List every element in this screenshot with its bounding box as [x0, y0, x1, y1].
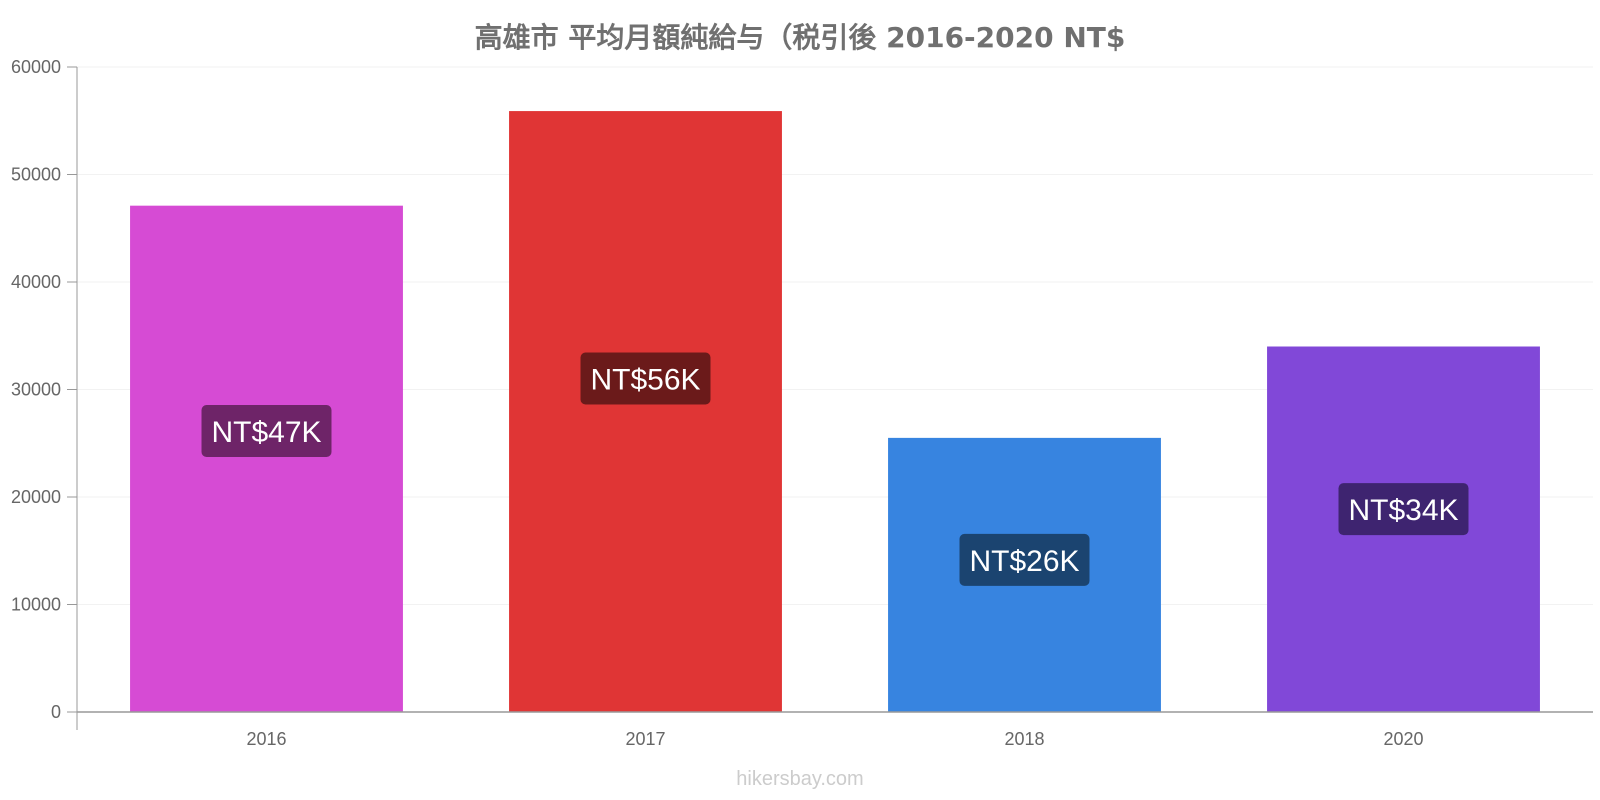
chart-title: 高雄市 平均月額純給与（税引後 2016-2020 NT$ [474, 21, 1126, 54]
x-tick-label: 2020 [1383, 729, 1423, 749]
y-tick-label: 60000 [11, 57, 61, 77]
data-label: NT$34K [1348, 494, 1458, 527]
x-tick-label: 2017 [625, 729, 665, 749]
data-label-box-2017 [580, 352, 711, 405]
bar-2016 [130, 205, 403, 713]
axes: 0 10000 20000 30000 40000 50000 60000 2016 2017 2… [11, 57, 1593, 749]
y-tick-label: 20000 [11, 487, 61, 507]
x-tick-label: 2016 [246, 729, 286, 749]
x-tick-label: 2018 [1004, 729, 1044, 749]
y-tick-label: 40000 [11, 272, 61, 292]
bars [130, 111, 1540, 713]
data-label: NT$56K [590, 363, 700, 396]
data-label-box-2018 [959, 533, 1090, 586]
data-labels: NT$47K NT$56K NT$26K NT$34K [201, 352, 1469, 586]
data-label: NT$47K [211, 416, 321, 449]
y-tick-label: 30000 [11, 380, 61, 400]
data-label-box-2016 [201, 404, 332, 457]
watermark: hikersbay.com [736, 768, 864, 790]
y-tick-label: 0 [51, 702, 61, 722]
bar-2017 [509, 111, 782, 712]
data-label-box-2020 [1338, 483, 1469, 536]
data-label: NT$26K [969, 545, 1079, 578]
y-tick-label: 50000 [11, 165, 61, 185]
y-tick-label: 10000 [11, 595, 61, 615]
